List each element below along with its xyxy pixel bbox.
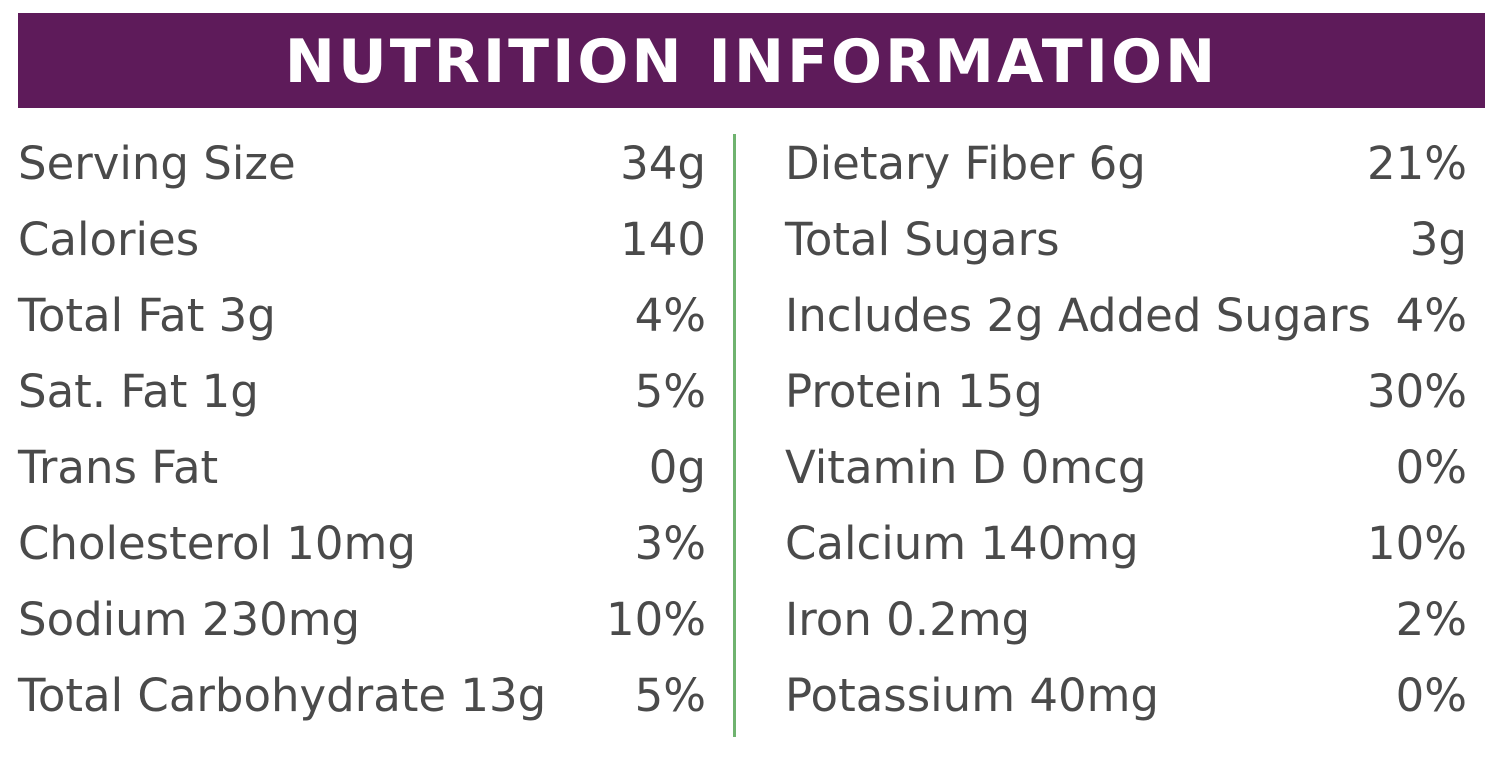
nutrient-label: Protein 15g	[785, 364, 1043, 418]
nutrient-row: Total Carbohydrate 13g 5%	[18, 657, 706, 733]
nutrient-label: Total Sugars	[785, 212, 1060, 266]
nutrient-label: Iron 0.2mg	[785, 592, 1031, 646]
nutrient-label: Dietary Fiber 6g	[785, 136, 1146, 190]
right-nutrient-column: Dietary Fiber 6g 21% Total Sugars 3g Inc…	[785, 125, 1467, 733]
nutrient-row: Total Sugars 3g	[785, 201, 1467, 277]
nutrient-row: Cholesterol 10mg 3%	[18, 505, 706, 581]
nutrient-value: 140	[620, 212, 706, 266]
nutrient-label: Vitamin D 0mcg	[785, 440, 1147, 494]
nutrient-value: 2%	[1395, 592, 1467, 646]
nutrient-label: Calcium 140mg	[785, 516, 1139, 570]
nutrient-label: Serving Size	[18, 136, 296, 190]
nutrient-label: Calories	[18, 212, 200, 266]
nutrient-row: Iron 0.2mg 2%	[785, 581, 1467, 657]
nutrient-value: 3%	[634, 516, 706, 570]
nutrient-row: Calories 140	[18, 201, 706, 277]
nutrient-value: 10%	[1366, 516, 1467, 570]
nutrient-value: 3g	[1409, 212, 1467, 266]
nutrition-header-bar: NUTRITION INFORMATION	[18, 13, 1485, 108]
nutrient-row: Calcium 140mg 10%	[785, 505, 1467, 581]
nutrient-value: 5%	[634, 668, 706, 722]
nutrient-label: Total Carbohydrate 13g	[18, 668, 547, 722]
nutrition-title: NUTRITION INFORMATION	[284, 26, 1219, 97]
nutrient-value: 30%	[1366, 364, 1467, 418]
nutrient-value: 0g	[648, 440, 706, 494]
nutrient-row: Vitamin D 0mcg 0%	[785, 429, 1467, 505]
left-nutrient-column: Serving Size 34g Calories 140 Total Fat …	[18, 125, 706, 733]
nutrient-value: 10%	[605, 592, 706, 646]
nutrient-row: Protein 15g 30%	[785, 353, 1467, 429]
nutrient-label: Cholesterol 10mg	[18, 516, 416, 570]
nutrient-value: 0%	[1395, 440, 1467, 494]
nutrient-row: Trans Fat 0g	[18, 429, 706, 505]
column-divider	[733, 134, 736, 737]
nutrient-row: Serving Size 34g	[18, 125, 706, 201]
nutrient-value: 4%	[1395, 288, 1467, 342]
nutrient-label: Trans Fat	[18, 440, 219, 494]
nutrient-value: 34g	[620, 136, 706, 190]
nutrient-value: 4%	[634, 288, 706, 342]
nutrient-row: Total Fat 3g 4%	[18, 277, 706, 353]
nutrient-row: Dietary Fiber 6g 21%	[785, 125, 1467, 201]
nutrient-row: Sodium 230mg 10%	[18, 581, 706, 657]
nutrient-label: Sodium 230mg	[18, 592, 361, 646]
nutrient-value: 5%	[634, 364, 706, 418]
nutrient-row: Sat. Fat 1g 5%	[18, 353, 706, 429]
nutrient-label: Total Fat 3g	[18, 288, 276, 342]
nutrient-value: 0%	[1395, 668, 1467, 722]
nutrient-label: Sat. Fat 1g	[18, 364, 259, 418]
nutrient-label: Includes 2g Added Sugars	[785, 288, 1371, 342]
nutrient-row: Potassium 40mg 0%	[785, 657, 1467, 733]
nutrient-label: Potassium 40mg	[785, 668, 1159, 722]
nutrient-row: Includes 2g Added Sugars 4%	[785, 277, 1467, 353]
nutrient-value: 21%	[1366, 136, 1467, 190]
